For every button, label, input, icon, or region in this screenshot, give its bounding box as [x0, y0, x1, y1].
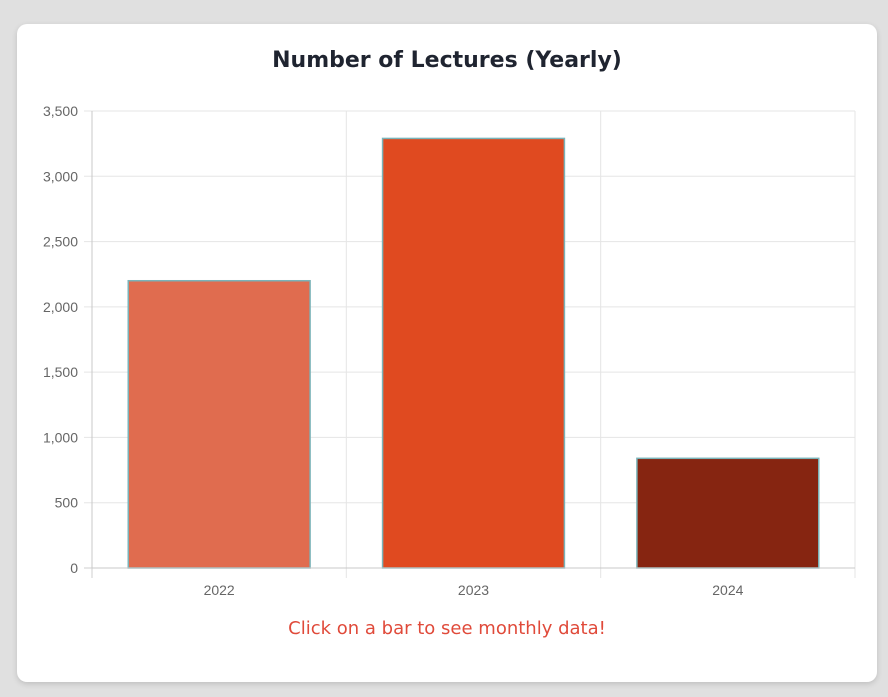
chart-title: Number of Lectures (Yearly) — [272, 48, 622, 73]
y-tick-label: 3,000 — [43, 168, 78, 184]
bars — [127, 137, 820, 569]
chart-card: Number of Lectures (Yearly) 0 500 1,000 1,5… — [17, 24, 877, 682]
axes — [91, 111, 855, 569]
bar-chart: 0 500 1,000 1,500 2,000 2,500 3,000 3,500 2022 20… — [43, 103, 856, 598]
click-hint: Click on a bar to see monthly data! — [288, 618, 606, 639]
y-tick-label: 2,000 — [43, 299, 78, 315]
bar-2023[interactable] — [381, 137, 566, 569]
x-tick-label: 2022 — [204, 582, 235, 598]
x-tick-label: 2023 — [458, 582, 489, 598]
y-tick-label: 1,500 — [43, 364, 78, 380]
y-tick-label: 500 — [55, 495, 79, 511]
y-tick-label: 1,000 — [43, 429, 78, 445]
tick-labels: 0 500 1,000 1,500 2,000 2,500 3,000 3,500 2022 20… — [43, 103, 744, 598]
x-tick-label: 2024 — [712, 582, 743, 598]
y-tick-label: 3,500 — [43, 103, 78, 119]
y-tick-label: 0 — [70, 560, 78, 576]
bar-2022[interactable] — [127, 279, 311, 569]
y-tick-label: 2,500 — [43, 234, 78, 250]
bar-2024[interactable] — [636, 457, 820, 569]
